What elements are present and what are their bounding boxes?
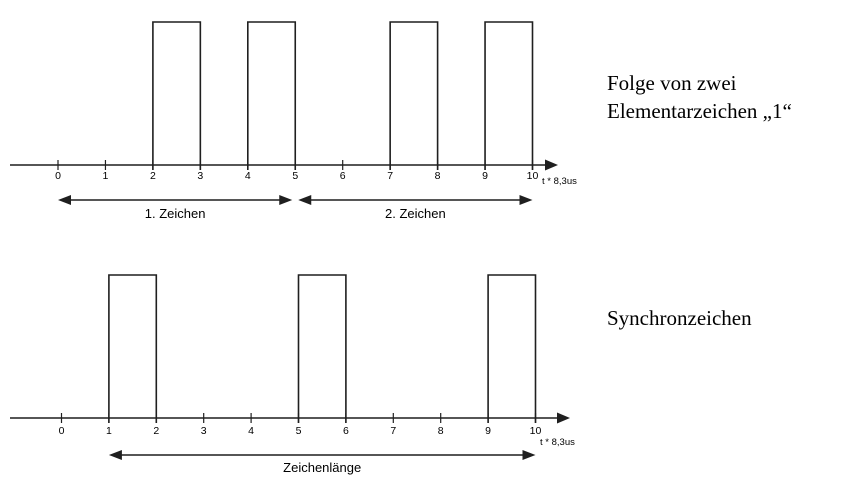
pulse — [247, 21, 297, 170]
tick-label: 0 — [59, 425, 65, 437]
tick-label: 1 — [106, 425, 112, 437]
tick-label: 5 — [292, 170, 298, 182]
timing-diagram-top: 0 1 2 3 4 5 6 7 8 9 10 t * 8,3us 1. Zeichen 2. Zeiche… — [10, 21, 577, 221]
timing-diagram-bottom: 0 1 2 3 4 5 6 7 8 9 10t * 8,3us Zeichenlänge — [10, 274, 575, 475]
tick-label: 3 — [201, 425, 207, 437]
span-arrowhead-right-icon — [279, 195, 293, 205]
tick-label: 2 — [150, 170, 156, 182]
tick-label: 6 — [343, 425, 349, 437]
span-arrowhead-right-icon — [522, 450, 536, 460]
tick-label: 1 — [103, 170, 109, 182]
diagram-caption-elementarzeichen: Folge von zwei Elementarzeichen „1“ — [607, 69, 792, 125]
tick-label: 6 — [340, 170, 346, 182]
tick-label: 8 — [438, 425, 444, 437]
span-arrowhead-left-icon — [58, 195, 71, 205]
tick-label: 7 — [390, 425, 396, 437]
tick-label: 4 — [245, 170, 251, 182]
span-arrowhead-right-icon — [519, 195, 533, 205]
axis-unit-label: t * 8,3us — [540, 437, 575, 448]
span-label: Zeichenlänge — [283, 460, 361, 475]
tick-label: 7 — [387, 170, 393, 182]
diagram-caption-synchronzeichen: Synchronzeichen — [607, 304, 752, 332]
axis-unit-label: t * 8,3us — [542, 176, 577, 187]
caption-line: Folge von zwei — [607, 71, 737, 95]
tick-label: 9 — [485, 425, 491, 437]
tick-label: 2 — [153, 425, 159, 437]
pulse — [108, 274, 158, 423]
tick-label: 10 — [530, 425, 542, 437]
tick-label: 3 — [197, 170, 203, 182]
pulse — [297, 274, 347, 423]
axis-arrowhead-icon — [545, 159, 558, 171]
tick-label: 0 — [55, 170, 61, 182]
pulse — [487, 274, 537, 423]
caption-line: Elementarzeichen „1“ — [607, 99, 792, 123]
span-label: 1. Zeichen — [145, 206, 206, 221]
span-arrowhead-left-icon — [298, 195, 312, 205]
axis-arrowhead-icon — [557, 412, 570, 424]
tick-label: 5 — [296, 425, 302, 437]
caption-line: Synchronzeichen — [607, 306, 752, 330]
tick-label: 10 — [527, 170, 539, 182]
pulse — [152, 21, 202, 170]
span-arrowhead-left-icon — [108, 450, 122, 460]
tick-label: 4 — [248, 425, 254, 437]
pulse — [389, 21, 439, 170]
tick-label: 8 — [435, 170, 441, 182]
span-label: 2. Zeichen — [385, 206, 446, 221]
tick-label: 9 — [482, 170, 488, 182]
pulse — [484, 21, 534, 170]
